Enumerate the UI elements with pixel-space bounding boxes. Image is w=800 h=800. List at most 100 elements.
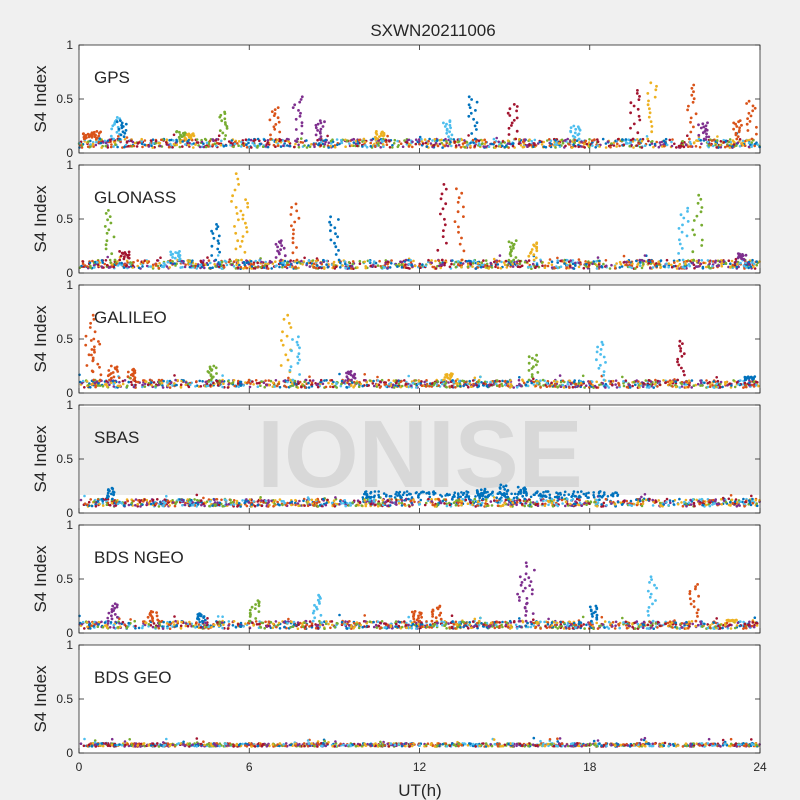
scatter-point [266, 267, 270, 270]
scatter-point [335, 138, 339, 141]
spike-point [273, 108, 277, 111]
spike-point [455, 187, 458, 191]
scatter-point [141, 383, 144, 387]
scatter-point [629, 499, 633, 503]
scatter-point [738, 144, 742, 148]
scatter-point [205, 384, 209, 388]
scatter-point [289, 259, 293, 262]
spike-point [515, 116, 519, 120]
scatter-point [573, 141, 576, 144]
spike-point [300, 121, 304, 124]
spike-point [290, 349, 293, 353]
spike-point [300, 124, 304, 128]
scatter-point [207, 259, 211, 262]
scatter-point [678, 262, 682, 266]
spike-point [243, 250, 247, 254]
scatter-point [325, 379, 328, 382]
scatter-point [636, 138, 639, 141]
scatter-point [548, 258, 552, 261]
scatter-point [750, 141, 753, 144]
spike-point [680, 247, 684, 250]
scatter-point [351, 260, 355, 263]
spike-point [460, 236, 463, 240]
scatter-point [344, 379, 347, 382]
scatter-point [215, 498, 219, 501]
scatter-point [441, 146, 444, 149]
scatter-point [81, 262, 85, 266]
scatter-point [316, 382, 320, 386]
scatter-point [596, 140, 600, 143]
spike-point [456, 210, 460, 214]
scatter-point [496, 266, 500, 270]
spike-point [236, 177, 240, 181]
scatter-point [538, 140, 542, 144]
scatter-point [300, 259, 303, 263]
scatter-point [106, 139, 110, 143]
scatter-point [415, 386, 418, 389]
scatter-point [452, 501, 456, 505]
spike-point [475, 128, 478, 131]
scatter-point [424, 141, 428, 145]
scatter-point [647, 379, 651, 382]
scatter-point [363, 373, 367, 376]
scatter-point [118, 380, 121, 384]
scatter-point [312, 143, 316, 146]
scatter-point [145, 264, 149, 268]
scatter-point [265, 265, 269, 268]
scatter-point [719, 380, 723, 384]
scatter-point [282, 379, 286, 383]
scatter-point [134, 383, 137, 387]
spike-point [527, 369, 531, 372]
scatter-point [386, 134, 389, 138]
scatter-point [202, 142, 205, 145]
scatter-point [632, 146, 635, 149]
spike-point [689, 130, 693, 134]
scatter-point [136, 380, 140, 384]
scatter-point [687, 379, 691, 383]
scatter-point [609, 380, 613, 383]
scatter-point [236, 142, 239, 145]
spike-point [460, 191, 464, 195]
scatter-point [266, 139, 270, 142]
spike-point [467, 95, 471, 99]
scatter-point [680, 145, 683, 148]
scatter-point [461, 262, 465, 265]
scatter-point [236, 261, 240, 265]
scatter-point [274, 140, 278, 144]
scatter-point [523, 260, 527, 264]
spike-point [597, 366, 601, 370]
scatter-point [752, 380, 756, 384]
scatter-point [156, 259, 159, 262]
spike-point [246, 201, 250, 205]
scatter-point [454, 386, 457, 389]
spike-point [632, 122, 636, 126]
scatter-point [688, 264, 691, 268]
spike-point [650, 130, 654, 134]
scatter-point [411, 140, 414, 144]
scatter-point [125, 264, 128, 268]
spike-point [124, 122, 128, 126]
scatter-point [83, 264, 87, 267]
spike-point [276, 249, 279, 253]
scatter-point [526, 265, 530, 269]
scatter-point [392, 386, 396, 389]
scatter-point [184, 381, 188, 384]
spike-point [177, 135, 181, 139]
scatter-point [158, 380, 161, 384]
scatter-point [651, 266, 655, 269]
scatter-point [745, 266, 748, 269]
scatter-point [311, 379, 315, 382]
spike-point [118, 258, 122, 262]
scatter-point [363, 499, 367, 502]
spike-point [602, 370, 606, 373]
scatter-point [256, 385, 260, 389]
scatter-point [171, 146, 174, 149]
scatter-point [534, 503, 537, 507]
spike-point [112, 235, 116, 239]
plot-area-glonass [79, 165, 760, 273]
scatter-point [151, 146, 154, 149]
spike-point [296, 355, 300, 359]
scatter-point [550, 381, 553, 385]
scatter-point [222, 382, 225, 386]
